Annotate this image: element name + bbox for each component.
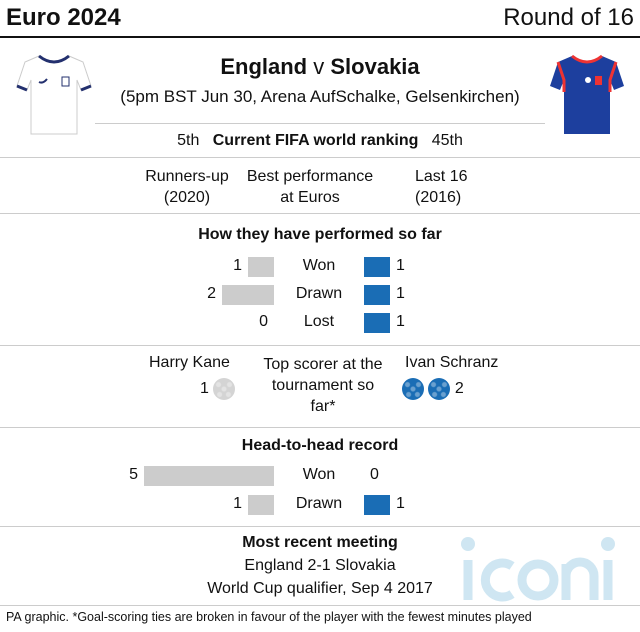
row-label: Won xyxy=(302,466,336,483)
versus: v xyxy=(313,54,325,79)
home-bar xyxy=(222,285,274,305)
home-value: 1 xyxy=(233,257,242,274)
row-label: Drawn xyxy=(295,285,343,302)
scorer-label: Top scorer at the tournament so far* xyxy=(263,356,383,415)
home-scorer-name: Harry Kane xyxy=(149,354,230,371)
home-bar xyxy=(248,495,274,515)
match-details: (5pm BST Jun 30, Arena AufSchalke, Gelse… xyxy=(120,87,520,106)
divider xyxy=(0,605,640,606)
divider xyxy=(95,123,545,124)
away-bar xyxy=(364,313,390,333)
recent-event: World Cup qualifier, Sep 4 2017 xyxy=(207,580,433,597)
away-scorer-goals: 2 xyxy=(402,378,464,400)
divider xyxy=(0,427,640,428)
away-value: 0 xyxy=(370,466,379,483)
h2h-title: Head-to-head record xyxy=(241,437,399,454)
football-icon xyxy=(428,378,451,400)
row-label: Lost xyxy=(303,313,335,330)
recent-title: Most recent meeting xyxy=(242,534,398,551)
away-bar xyxy=(364,257,390,277)
home-value: 2 xyxy=(207,285,216,302)
england-shirt-icon xyxy=(16,54,92,135)
home-bar xyxy=(144,466,274,486)
ranking-label: Current FIFA world ranking xyxy=(212,132,419,149)
best-label: Best performance at Euros xyxy=(246,168,374,206)
away-team: Slovakia xyxy=(330,54,420,79)
page-title: Euro 2024 xyxy=(6,4,121,31)
home-ranking: 5th xyxy=(177,132,200,149)
away-value: 1 xyxy=(396,257,405,274)
home-bar xyxy=(248,257,274,277)
away-bar xyxy=(364,495,390,515)
match-title: England v Slovakia xyxy=(0,54,640,80)
away-value: 1 xyxy=(396,495,405,512)
away-goals-count: 2 xyxy=(454,380,464,398)
away-bar xyxy=(364,285,390,305)
header-rule xyxy=(0,36,640,38)
performance-title: How they have performed so far xyxy=(198,226,442,243)
divider xyxy=(0,157,640,158)
football-icon xyxy=(213,378,236,400)
iconic-watermark-logo xyxy=(461,537,615,602)
home-value: 0 xyxy=(259,313,268,330)
divider xyxy=(0,526,640,527)
stage-label: Round of 16 xyxy=(503,4,634,31)
divider xyxy=(0,345,640,346)
ranking-row: 5th Current FIFA world ranking 45th xyxy=(0,132,640,150)
home-value: 1 xyxy=(233,495,242,512)
footer-note: PA graphic. *Goal-scoring ties are broke… xyxy=(6,610,532,624)
home-value: 5 xyxy=(129,466,138,483)
home-scorer-goals: 1 xyxy=(200,378,236,400)
away-value: 1 xyxy=(396,285,405,302)
home-goals-count: 1 xyxy=(200,380,209,398)
slovakia-shirt-icon xyxy=(550,54,624,134)
recent-result: England 2-1 Slovakia xyxy=(244,557,396,574)
away-scorer-name: Ivan Schranz xyxy=(405,354,499,371)
away-ranking: 45th xyxy=(431,132,463,149)
row-label: Won xyxy=(302,257,336,274)
football-icon xyxy=(402,378,424,400)
away-best: Last 16 (2016) xyxy=(415,168,468,206)
home-team: England xyxy=(220,54,308,79)
divider xyxy=(0,213,640,214)
away-value: 1 xyxy=(396,313,405,330)
row-label: Drawn xyxy=(295,495,343,512)
home-best: Runners-up (2020) xyxy=(145,168,229,206)
